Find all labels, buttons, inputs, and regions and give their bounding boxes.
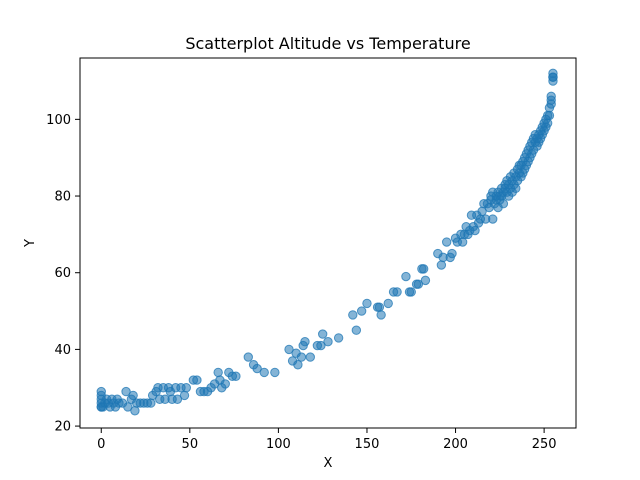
data-point	[231, 371, 241, 381]
data-point	[376, 310, 386, 320]
data-point	[179, 390, 190, 401]
data-point	[252, 363, 262, 374]
data-point	[542, 118, 553, 128]
data-point	[511, 183, 521, 194]
data-point	[293, 360, 303, 370]
data-point	[548, 72, 558, 82]
y-tick-label: 40	[54, 343, 71, 358]
data-point	[418, 264, 429, 274]
data-point	[362, 298, 372, 309]
data-point	[420, 275, 431, 286]
x-axis-label: X	[324, 456, 333, 471]
x-tick-label: 200	[443, 437, 468, 452]
data-point	[300, 337, 310, 347]
data-point	[259, 367, 269, 378]
data-point	[172, 394, 183, 404]
data-point	[181, 383, 191, 393]
data-point	[96, 386, 106, 397]
data-point	[323, 337, 333, 347]
data-point	[546, 91, 556, 102]
data-point	[457, 237, 468, 247]
data-point	[305, 352, 315, 362]
data-point	[401, 271, 411, 282]
data-point	[220, 379, 230, 389]
data-point	[192, 375, 202, 385]
x-tick-label: 0	[97, 437, 105, 452]
data-point	[130, 406, 140, 416]
data-point	[488, 214, 498, 224]
data-point	[356, 306, 367, 316]
data-point	[348, 310, 358, 320]
data-points-group	[96, 68, 558, 416]
x-tick-label: 100	[266, 437, 291, 452]
x-tick-label: 250	[532, 437, 557, 452]
data-point	[351, 325, 362, 335]
x-tick-label: 150	[355, 437, 380, 452]
plot-frame	[79, 57, 577, 429]
data-point	[333, 333, 344, 343]
data-point	[128, 390, 138, 401]
data-point	[316, 340, 326, 351]
data-point	[374, 302, 385, 312]
y-axis-label: Y	[23, 239, 38, 248]
data-point	[544, 110, 555, 121]
data-point	[146, 398, 156, 408]
y-axis-ticks: 20 40 60 80 100	[46, 113, 80, 435]
data-point	[213, 367, 223, 378]
data-point	[546, 99, 556, 109]
data-point	[447, 248, 457, 259]
data-point	[441, 237, 452, 247]
data-point	[392, 287, 402, 297]
chart-title: Scatterplot Altitude vs Temperature	[185, 34, 470, 53]
x-axis-ticks: 0 50 100 150 200 250	[97, 428, 557, 452]
data-point	[498, 199, 509, 209]
data-point	[270, 367, 280, 378]
y-tick-label: 80	[54, 190, 71, 205]
y-tick-label: 100	[46, 113, 71, 128]
data-point	[383, 298, 393, 309]
data-point	[284, 344, 294, 355]
data-point	[436, 260, 447, 270]
data-point	[317, 329, 328, 339]
data-point	[121, 386, 131, 397]
y-tick-label: 60	[54, 266, 71, 281]
data-point	[413, 279, 424, 289]
data-point	[406, 287, 416, 297]
y-tick-label: 20	[54, 420, 71, 435]
data-point	[243, 352, 253, 362]
data-point	[123, 402, 133, 412]
x-tick-label: 50	[182, 437, 199, 452]
data-point	[296, 352, 307, 362]
data-point	[470, 225, 480, 236]
